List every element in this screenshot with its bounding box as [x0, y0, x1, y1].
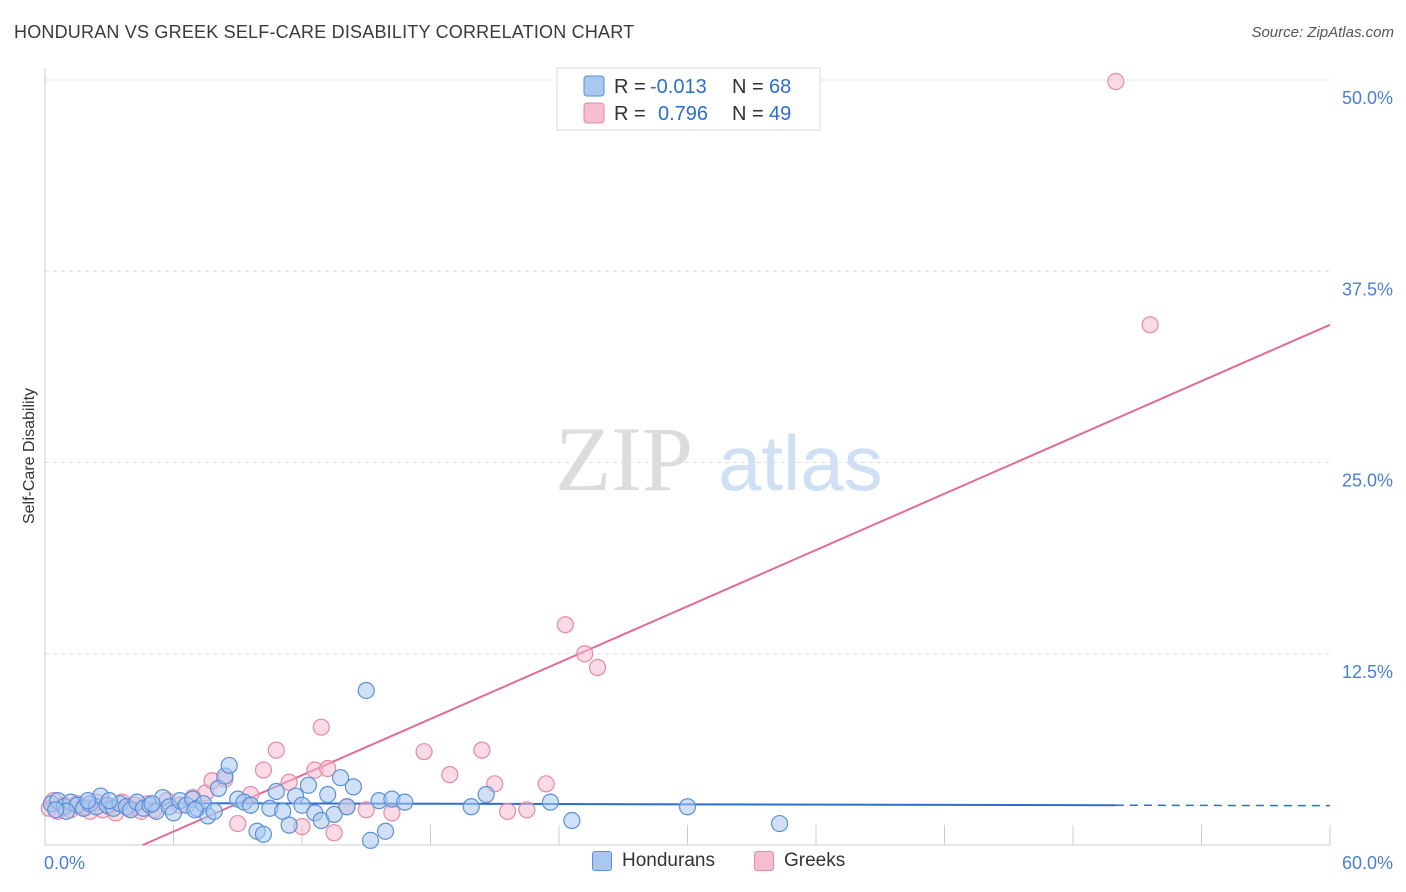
hondurans-point-55 — [396, 793, 414, 811]
legend-n-value-hondurans: 68 — [769, 76, 791, 98]
source-label: Source: ZipAtlas.com — [1251, 24, 1394, 41]
legend-r-value-greeks: 0.796 — [658, 103, 708, 125]
greeks-point-32 — [312, 718, 330, 736]
legend-swatch-greeks — [583, 102, 605, 124]
chart-title: HONDURAN VS GREEK SELF-CARE DISABILITY C… — [14, 22, 635, 42]
hondurans-swatch — [592, 851, 612, 871]
greeks-point-33 — [325, 824, 343, 842]
greeks-point-46 — [588, 658, 607, 677]
y-tick-label-3: 50.0% — [1342, 88, 1393, 108]
hondurans-point-64 — [143, 795, 161, 813]
hondurans-point-65 — [186, 801, 204, 819]
hondurans-point-50 — [357, 681, 375, 700]
hondurans-point-45 — [319, 785, 337, 804]
greeks-trend-line — [142, 323, 1331, 846]
hondurans-point-38 — [274, 802, 292, 820]
hondurans-point-47 — [331, 769, 350, 787]
tick-labels: 12.5% 25.0% 37.5% 50.0% 0.0% 60.0% — [44, 88, 1393, 873]
greeks-point-45 — [576, 645, 594, 663]
greeks-point-38 — [441, 766, 459, 784]
hondurans-point-41 — [293, 796, 311, 814]
greeks-point-41 — [499, 802, 517, 820]
watermark-atlas: atlas — [718, 419, 883, 507]
watermark-zip: ZIP — [555, 408, 693, 510]
axes — [44, 68, 1331, 846]
legend-r-value-hondurans: -0.013 — [650, 76, 707, 98]
greeks-point-31 — [319, 759, 337, 778]
trend-lines — [44, 323, 1331, 846]
greeks-swatch — [754, 851, 774, 871]
hondurans-point-46 — [325, 805, 343, 824]
legend-r-label-greeks: R = — [614, 103, 646, 125]
legend-n-value-greeks: 49 — [769, 103, 791, 125]
greeks-point-42 — [518, 801, 536, 819]
bottom-legend: Hondurans Greeks — [0, 850, 1406, 880]
hondurans-point-37 — [267, 782, 285, 801]
hondurans-point-53 — [376, 822, 395, 840]
hondurans-point-59 — [563, 811, 581, 830]
greeks-point-43 — [537, 775, 555, 793]
gridlines — [45, 79, 1330, 655]
y-tick-label-1: 25.0% — [1342, 471, 1393, 491]
greeks-point-44 — [556, 616, 575, 634]
hondurans-point-54 — [361, 831, 380, 850]
hondurans-point-48 — [338, 798, 356, 816]
hondurans-point-30 — [220, 756, 238, 775]
hondurans-point-56 — [462, 798, 480, 816]
legend-n-label-hondurans: N = — [732, 76, 764, 98]
x-tick-label-0: 0.0% — [44, 853, 85, 873]
bottom-legend-greeks-label: Greeks — [784, 850, 846, 871]
hondurans-point-60 — [678, 798, 697, 816]
hondurans-point-27 — [205, 802, 223, 820]
hondurans-point-57 — [477, 785, 495, 804]
legend-n-label-greeks: N = — [732, 103, 764, 125]
legend: R = -0.013 N = 68 R = 0.796 N = 49 — [556, 67, 821, 131]
hondurans-trend-line — [44, 801, 1116, 807]
greeks-point-48 — [1141, 316, 1159, 334]
hondurans-point-39 — [280, 816, 298, 834]
legend-r-label-hondurans: R = — [614, 76, 646, 98]
bottom-legend-hondurans-label: Hondurans — [622, 850, 715, 871]
x-tick-label-1: 60.0% — [1342, 853, 1393, 873]
hondurans-point-42 — [299, 776, 318, 794]
greeks-point-35 — [357, 801, 375, 819]
hondurans-point-58 — [541, 793, 560, 811]
hondurans-point-49 — [344, 778, 362, 796]
greeks-point-26 — [254, 761, 273, 779]
hondurans-point-66 — [47, 801, 65, 819]
legend-swatch-hondurans — [583, 75, 605, 97]
hondurans-point-67 — [79, 792, 97, 810]
greeks-point-39 — [473, 741, 491, 759]
hondurans-point-63 — [100, 792, 118, 810]
hondurans-points — [42, 681, 789, 850]
y-tick-label-0: 12.5% — [1342, 662, 1393, 682]
y-tick-label-2: 37.5% — [1342, 279, 1393, 299]
greeks-point-47 — [1107, 72, 1125, 91]
hondurans-point-33 — [242, 796, 260, 814]
y-axis-label: Self-Care Disability — [21, 388, 38, 524]
greeks-point-27 — [267, 741, 285, 759]
greeks-point-37 — [415, 743, 433, 761]
bottom-legend-greeks: Greeks — [754, 850, 845, 872]
greeks-point-24 — [229, 814, 247, 833]
hondurans-point-35 — [254, 825, 273, 843]
bottom-legend-hondurans: Hondurans — [592, 850, 715, 872]
greeks-point-28 — [280, 773, 298, 791]
hondurans-point-61 — [770, 814, 789, 833]
